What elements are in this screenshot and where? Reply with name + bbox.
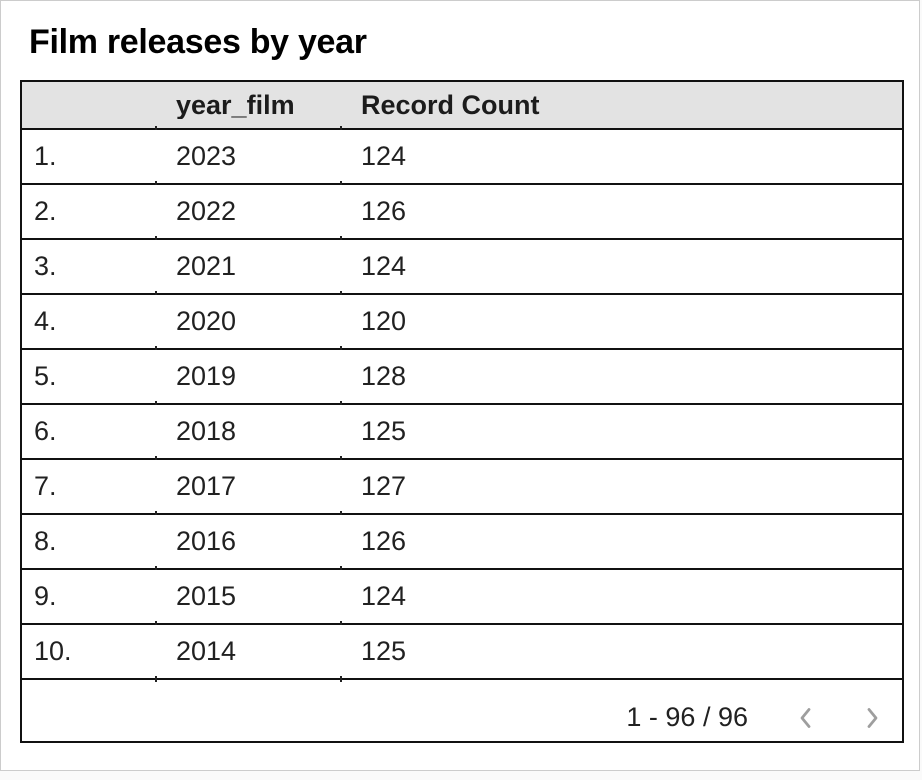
row-number-cell: 8. xyxy=(34,528,57,555)
year-film-cell: 2015 xyxy=(176,583,237,610)
year-film-cell: 2020 xyxy=(176,308,237,335)
year-film-cell: 2016 xyxy=(176,528,237,555)
pagination-range-label: 1 - 96 / 96 xyxy=(626,702,748,732)
year-film-cell: 2023 xyxy=(176,143,237,170)
table-row: 5. 2019 128 xyxy=(22,350,902,407)
data-table: year_film Record Count 1. 2023 124 2. 2022 12… xyxy=(20,80,904,743)
record-count-cell: 125 xyxy=(361,638,407,665)
year-film-cell: 2018 xyxy=(176,418,237,445)
row-number-cell: 4. xyxy=(34,308,57,335)
table-row: 10. 2014 125 xyxy=(22,625,902,682)
table-row: 1. 2023 124 xyxy=(22,130,902,187)
year-film-header-cell: year_film xyxy=(176,91,295,119)
record-count-cell: 125 xyxy=(361,418,407,445)
table-footer: 1 - 96 / 96 xyxy=(22,680,902,741)
table-row: 3. 2021 124 xyxy=(22,240,902,297)
year-film-cell: 2019 xyxy=(176,363,237,390)
table-header-row: year_film Record Count xyxy=(22,82,902,132)
row-number-cell: 10. xyxy=(34,638,72,665)
page-title: Film releases by year xyxy=(29,23,367,61)
row-number-cell: 2. xyxy=(34,198,57,225)
record-count-cell: 124 xyxy=(361,583,407,610)
chevron-left-icon xyxy=(793,705,819,731)
table-row: 2. 2022 126 xyxy=(22,185,902,242)
table-body: 1. 2023 124 2. 2022 126 3. 2021 124 4. 2020 120 5. 20… xyxy=(22,130,902,682)
record-count-cell: 124 xyxy=(361,143,407,170)
row-number-cell: 5. xyxy=(34,363,57,390)
table-row: 6. 2018 125 xyxy=(22,405,902,462)
year-film-cell: 2017 xyxy=(176,473,237,500)
row-number-cell: 6. xyxy=(34,418,57,445)
next-page-button[interactable] xyxy=(848,694,896,742)
table-row: 4. 2020 120 xyxy=(22,295,902,352)
record-count-cell: 124 xyxy=(361,253,407,280)
prev-page-button[interactable] xyxy=(782,694,830,742)
year-film-cell: 2021 xyxy=(176,253,237,280)
row-number-cell: 1. xyxy=(34,143,57,170)
record-count-header-cell: Record Count xyxy=(361,91,540,119)
year-film-cell: 2022 xyxy=(176,198,237,225)
record-count-cell: 128 xyxy=(361,363,407,390)
row-number-cell: 3. xyxy=(34,253,57,280)
record-count-cell: 120 xyxy=(361,308,407,335)
record-count-cell: 126 xyxy=(361,198,407,225)
table-row: 9. 2015 124 xyxy=(22,570,902,627)
year-film-cell: 2014 xyxy=(176,638,237,665)
row-number-cell: 9. xyxy=(34,583,57,610)
record-count-cell: 127 xyxy=(361,473,407,500)
row-number-cell: 7. xyxy=(34,473,57,500)
chevron-right-icon xyxy=(859,705,885,731)
table-row: 8. 2016 126 xyxy=(22,515,902,572)
table-row: 7. 2017 127 xyxy=(22,460,902,517)
record-count-cell: 126 xyxy=(361,528,407,555)
